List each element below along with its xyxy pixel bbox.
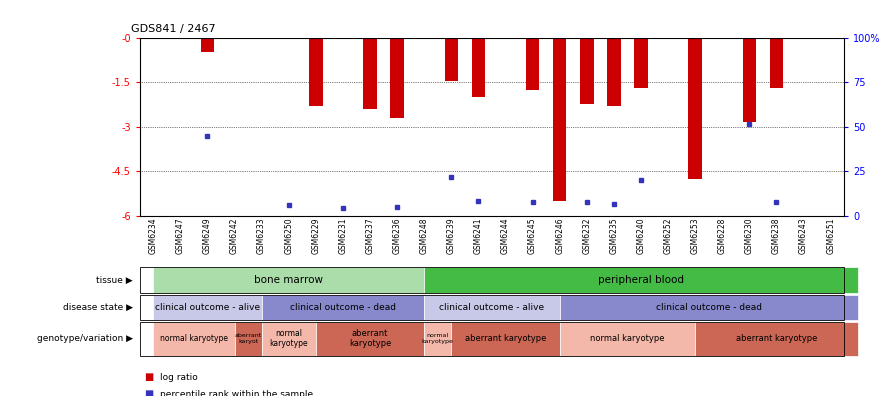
Text: clinical outcome - dead: clinical outcome - dead [656,303,762,312]
Text: disease state ▶: disease state ▶ [63,303,133,312]
Bar [689,38,702,179]
Bar [363,38,377,109]
Text: normal
karyotype: normal karyotype [422,333,453,344]
Bar [743,38,756,122]
Bar [309,38,323,106]
Text: genotype/variation ▶: genotype/variation ▶ [36,334,133,343]
Text: log ratio: log ratio [160,373,198,382]
Text: peripheral blood: peripheral blood [598,275,684,285]
Bar [634,38,648,88]
Text: clinical outcome - alive: clinical outcome - alive [155,303,260,312]
Bar [201,38,214,52]
Text: clinical outcome - alive: clinical outcome - alive [439,303,545,312]
Text: bone marrow: bone marrow [255,275,324,285]
Bar [607,38,621,106]
Bar [526,38,539,89]
Text: normal
karyotype: normal karyotype [270,329,308,348]
Bar [391,38,404,118]
Text: tissue ▶: tissue ▶ [96,276,133,285]
Text: aberrant
karyotype: aberrant karyotype [349,329,392,348]
Bar [472,38,485,97]
Bar [445,38,458,81]
Text: aberrant karyotype: aberrant karyotype [465,334,546,343]
Text: normal karyotype: normal karyotype [591,334,665,343]
Text: normal karyotype: normal karyotype [160,334,228,343]
Text: aberrant
karyot: aberrant karyot [234,333,262,344]
Text: aberrant karyotype: aberrant karyotype [735,334,817,343]
Text: percentile rank within the sample: percentile rank within the sample [160,390,313,396]
Bar [552,38,567,201]
Text: ■: ■ [144,372,153,383]
Text: ■: ■ [144,389,153,396]
Bar [580,38,593,105]
Text: clinical outcome - dead: clinical outcome - dead [290,303,396,312]
Bar [770,38,783,88]
Text: GDS841 / 2467: GDS841 / 2467 [131,24,216,34]
